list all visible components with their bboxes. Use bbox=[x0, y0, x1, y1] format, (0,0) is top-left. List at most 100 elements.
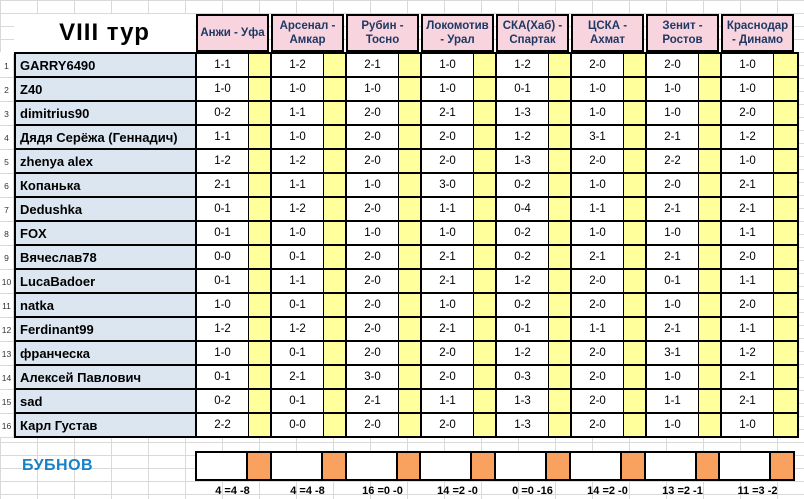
prediction-cell[interactable]: 1-1 bbox=[422, 390, 474, 412]
prediction-cell[interactable]: 1-1 bbox=[197, 54, 249, 76]
highlight-cell[interactable] bbox=[699, 222, 722, 244]
highlight-cell[interactable] bbox=[549, 78, 572, 100]
prediction-cell[interactable]: 1-2 bbox=[497, 342, 549, 364]
player-name-cell[interactable]: Алексей Павлович bbox=[16, 366, 197, 388]
prediction-cell[interactable]: 2-1 bbox=[422, 102, 474, 124]
highlight-cell[interactable] bbox=[549, 174, 572, 196]
highlight-cell[interactable] bbox=[249, 126, 272, 148]
highlight-cell[interactable] bbox=[699, 54, 722, 76]
prediction-cell[interactable]: 0-1 bbox=[647, 270, 699, 292]
highlight-cell[interactable] bbox=[324, 78, 347, 100]
highlight-cell[interactable] bbox=[474, 342, 497, 364]
highlight-cell[interactable] bbox=[699, 366, 722, 388]
prediction-cell[interactable]: 1-0 bbox=[572, 174, 624, 196]
bubnov-highlight-cell[interactable] bbox=[547, 453, 571, 479]
highlight-cell[interactable] bbox=[399, 390, 422, 412]
prediction-cell[interactable]: 0-1 bbox=[197, 222, 249, 244]
highlight-cell[interactable] bbox=[249, 102, 272, 124]
prediction-cell[interactable]: 0-1 bbox=[272, 246, 324, 268]
prediction-cell[interactable]: 2-0 bbox=[347, 198, 399, 220]
match-header[interactable]: Локомотив - Урал bbox=[421, 14, 494, 52]
prediction-cell[interactable]: 1-0 bbox=[422, 78, 474, 100]
highlight-cell[interactable] bbox=[249, 366, 272, 388]
highlight-cell[interactable] bbox=[399, 246, 422, 268]
prediction-cell[interactable]: 2-2 bbox=[197, 414, 249, 436]
prediction-cell[interactable]: 1-0 bbox=[197, 294, 249, 316]
player-name-cell[interactable]: франческа bbox=[16, 342, 197, 364]
highlight-cell[interactable] bbox=[624, 414, 647, 436]
highlight-cell[interactable] bbox=[249, 246, 272, 268]
highlight-cell[interactable] bbox=[774, 78, 797, 100]
highlight-cell[interactable] bbox=[624, 270, 647, 292]
highlight-cell[interactable] bbox=[324, 150, 347, 172]
prediction-cell[interactable]: 0-1 bbox=[272, 390, 324, 412]
highlight-cell[interactable] bbox=[324, 294, 347, 316]
highlight-cell[interactable] bbox=[399, 198, 422, 220]
highlight-cell[interactable] bbox=[774, 54, 797, 76]
highlight-cell[interactable] bbox=[399, 414, 422, 436]
highlight-cell[interactable] bbox=[249, 390, 272, 412]
highlight-cell[interactable] bbox=[624, 222, 647, 244]
highlight-cell[interactable] bbox=[774, 174, 797, 196]
prediction-cell[interactable]: 2-1 bbox=[722, 366, 774, 388]
prediction-cell[interactable]: 1-1 bbox=[722, 318, 774, 340]
highlight-cell[interactable] bbox=[399, 54, 422, 76]
prediction-cell[interactable]: 0-0 bbox=[272, 414, 324, 436]
player-name-cell[interactable]: dimitrius90 bbox=[16, 102, 197, 124]
prediction-cell[interactable]: 1-0 bbox=[722, 150, 774, 172]
highlight-cell[interactable] bbox=[624, 246, 647, 268]
highlight-cell[interactable] bbox=[249, 150, 272, 172]
highlight-cell[interactable] bbox=[249, 414, 272, 436]
highlight-cell[interactable] bbox=[774, 198, 797, 220]
prediction-cell[interactable]: 0-2 bbox=[197, 390, 249, 412]
prediction-cell[interactable]: 1-1 bbox=[572, 318, 624, 340]
bubnov-prediction-cell[interactable] bbox=[720, 453, 772, 479]
prediction-cell[interactable]: 2-1 bbox=[197, 174, 249, 196]
highlight-cell[interactable] bbox=[774, 342, 797, 364]
highlight-cell[interactable] bbox=[549, 54, 572, 76]
highlight-cell[interactable] bbox=[549, 318, 572, 340]
player-name-cell[interactable]: LucaBadoer bbox=[16, 270, 197, 292]
prediction-cell[interactable]: 2-1 bbox=[647, 126, 699, 148]
highlight-cell[interactable] bbox=[474, 222, 497, 244]
prediction-cell[interactable]: 1-3 bbox=[497, 102, 549, 124]
bubnov-prediction-cell[interactable] bbox=[346, 453, 398, 479]
prediction-cell[interactable]: 1-0 bbox=[647, 294, 699, 316]
prediction-cell[interactable]: 2-0 bbox=[422, 366, 474, 388]
highlight-cell[interactable] bbox=[549, 102, 572, 124]
prediction-cell[interactable]: 2-0 bbox=[347, 150, 399, 172]
prediction-cell[interactable]: 1-0 bbox=[422, 54, 474, 76]
highlight-cell[interactable] bbox=[474, 390, 497, 412]
prediction-cell[interactable]: 0-2 bbox=[497, 246, 549, 268]
highlight-cell[interactable] bbox=[699, 246, 722, 268]
prediction-cell[interactable]: 2-0 bbox=[647, 54, 699, 76]
prediction-cell[interactable]: 1-2 bbox=[722, 342, 774, 364]
highlight-cell[interactable] bbox=[399, 102, 422, 124]
match-header[interactable]: СКА(Хаб) - Спартак bbox=[496, 14, 569, 52]
highlight-cell[interactable] bbox=[474, 54, 497, 76]
highlight-cell[interactable] bbox=[774, 102, 797, 124]
prediction-cell[interactable]: 1-0 bbox=[572, 78, 624, 100]
highlight-cell[interactable] bbox=[249, 198, 272, 220]
highlight-cell[interactable] bbox=[624, 390, 647, 412]
highlight-cell[interactable] bbox=[474, 366, 497, 388]
prediction-cell[interactable]: 1-2 bbox=[497, 270, 549, 292]
prediction-cell[interactable]: 2-0 bbox=[422, 126, 474, 148]
prediction-cell[interactable]: 1-1 bbox=[647, 390, 699, 412]
player-name-cell[interactable]: Дядя Серёжа (Геннадич) bbox=[16, 126, 197, 148]
prediction-cell[interactable]: 2-0 bbox=[347, 294, 399, 316]
prediction-cell[interactable]: 2-0 bbox=[422, 150, 474, 172]
prediction-cell[interactable]: 3-1 bbox=[572, 126, 624, 148]
highlight-cell[interactable] bbox=[624, 198, 647, 220]
highlight-cell[interactable] bbox=[699, 414, 722, 436]
highlight-cell[interactable] bbox=[399, 294, 422, 316]
highlight-cell[interactable] bbox=[324, 102, 347, 124]
prediction-cell[interactable]: 1-2 bbox=[272, 318, 324, 340]
prediction-cell[interactable]: 0-1 bbox=[197, 270, 249, 292]
prediction-cell[interactable]: 2-1 bbox=[647, 198, 699, 220]
bubnov-prediction-cell[interactable] bbox=[271, 453, 323, 479]
highlight-cell[interactable] bbox=[624, 126, 647, 148]
highlight-cell[interactable] bbox=[774, 366, 797, 388]
prediction-cell[interactable]: 2-1 bbox=[722, 198, 774, 220]
highlight-cell[interactable] bbox=[324, 222, 347, 244]
